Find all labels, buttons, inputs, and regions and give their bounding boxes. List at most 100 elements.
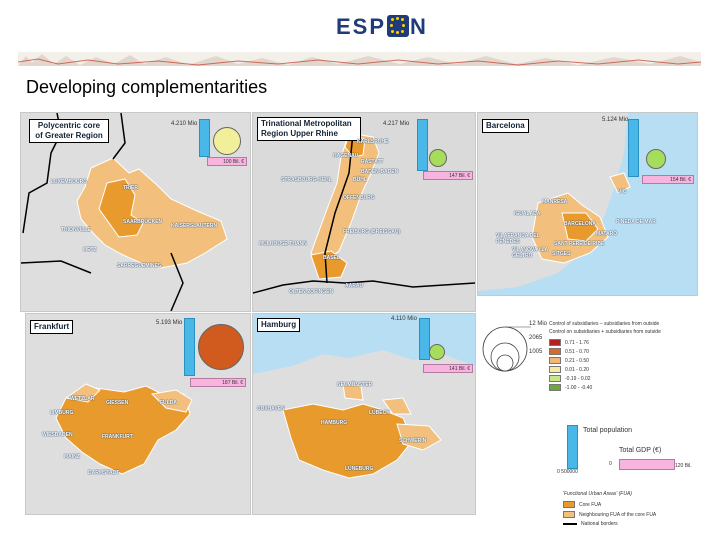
- map-panel-barcelona: Barcelona 5.124 Mio 154 Bil. € VIC MANRE…: [477, 112, 698, 296]
- city-label: BADEN-BADEN: [361, 169, 399, 175]
- population-value: 4.210 Mio: [171, 121, 198, 127]
- city-label: SARREGUEMINES: [117, 263, 162, 269]
- gdp-legend-bar: [619, 459, 675, 470]
- population-bar: [417, 119, 428, 171]
- city-label: LÜNEBURG: [345, 466, 374, 472]
- swatch: [549, 384, 561, 391]
- map-panel-upper-rhine: Trinational Metropolitan Region Upper Rh…: [252, 112, 476, 312]
- city-label: RASTATT: [361, 159, 384, 165]
- gdp-bar: 141 Bil. €: [423, 364, 473, 373]
- city-label: FREIBURG (BREISGAU): [343, 229, 401, 235]
- city-label: HAMBURG: [321, 420, 348, 426]
- city-label: PINEDA DE MAR: [616, 219, 656, 225]
- panel-title: Hamburg: [257, 318, 301, 332]
- city-label: SANT PERE DE RIBE: [554, 241, 605, 247]
- barcelona-map: [478, 113, 631, 291]
- greater-region-map: [21, 113, 228, 311]
- legend-class: -0.19 - 0.02: [549, 375, 591, 382]
- espon-logo: ESP N: [336, 14, 428, 39]
- city-label: GIESSEN: [106, 400, 129, 406]
- city-label: MATARÓ: [596, 231, 618, 237]
- gdp-scale-min: 0: [609, 461, 612, 467]
- swatch: [549, 339, 561, 346]
- population-bar: [199, 119, 210, 157]
- city-label: KARLSRUHE: [357, 139, 389, 145]
- city-label: FULDA: [160, 400, 177, 406]
- scale-label: 2065: [529, 335, 543, 341]
- gdp-circle: [646, 149, 666, 169]
- slide-header: ESP N: [18, 0, 701, 53]
- city-label: MULHOUSE-THANN: [259, 241, 307, 247]
- gdp-circle: [213, 127, 241, 155]
- population-bar: [628, 119, 639, 177]
- fua-title: 'Functional Urban Areas' (FUA): [563, 491, 632, 497]
- fua-core: Core FUA: [563, 501, 601, 508]
- city-label: IGUALADA: [514, 211, 541, 217]
- city-label: LUXEMBOURG: [51, 179, 88, 185]
- map-panel-hamburg: Hamburg 4.110 Mio 141 Bil. € NEUMÜNSTER …: [252, 313, 476, 515]
- frankfurt-map: [55, 383, 193, 475]
- city-label: VILAFRANCA DEL PENEDES: [496, 233, 540, 245]
- city-label: SCHWERIN: [399, 438, 427, 444]
- gdp-circle: [198, 324, 244, 370]
- map-panel-greater-region: Polycentric core of Greater Region 4.210…: [20, 112, 251, 312]
- hamburg-map: [253, 350, 475, 514]
- gdp-scale-max: 120 Bil.: [675, 463, 692, 469]
- city-label: CUXHAVEN: [257, 406, 285, 412]
- gdp-circle: [429, 149, 447, 167]
- city-label: WIESBADEN: [42, 432, 73, 438]
- population-bar: [419, 318, 430, 360]
- city-label: METZ: [83, 247, 97, 253]
- city-label: OLTEN-ZOFINGEN: [289, 289, 334, 295]
- city-label: SITGES: [552, 251, 571, 257]
- legend-heading: Control on subsidiaries + subsidiaries f…: [549, 329, 661, 335]
- swatch: [549, 375, 561, 382]
- city-label: MAINZ: [64, 454, 80, 460]
- legend-class: 0.51 - 0.70: [549, 348, 589, 355]
- population-legend-bar: [567, 425, 578, 469]
- panel-title: Trinational Metropolitan Region Upper Rh…: [257, 117, 361, 141]
- legend-class: -1.00 - -0.40: [549, 384, 592, 391]
- gdp-bar: 187 Bil. €: [190, 378, 246, 387]
- map-legend: 12 Mio 2065 1005 Control of subsidiaries…: [477, 313, 699, 540]
- city-label: KAISERSLAUTERN: [171, 223, 218, 229]
- decorative-stripe: [18, 52, 701, 66]
- population-value: 5.124 Mio: [602, 117, 629, 123]
- legend-class: 0.71 - 1.76: [549, 339, 589, 346]
- population-value: 4.110 Mio: [391, 316, 417, 322]
- swatch: [563, 501, 575, 508]
- city-label: HAGENAU: [333, 153, 359, 159]
- total-gdp-label: Total GDP (€): [619, 447, 662, 454]
- city-label: LÜBECK: [369, 410, 390, 416]
- legend-class: 0.21 - 0.50: [549, 357, 589, 364]
- gdp-bar: 100 Bil. €: [207, 157, 247, 166]
- gdp-bar: 154 Bil. €: [642, 175, 694, 184]
- total-population-label: Total population: [583, 427, 633, 434]
- swatch: [549, 366, 561, 373]
- scale-label: 12 Mio: [529, 321, 548, 327]
- city-label: BASEL: [323, 255, 340, 261]
- swatch: [563, 511, 575, 518]
- population-value: 5.193 Mio: [156, 320, 183, 326]
- gdp-circle: [429, 344, 445, 360]
- map-panel-frankfurt: Frankfurt 5.193 Mio 187 Bil. € WETZLAR G…: [25, 313, 251, 515]
- city-label: LIMBURG: [50, 410, 74, 416]
- city-label: THIONVILLE: [61, 227, 91, 233]
- legend-class: 0.01 - 0.20: [549, 366, 589, 373]
- fua-neighbor: Neighbouring FUA of the core FUA: [563, 511, 656, 518]
- distance-scale: 0 500000: [557, 469, 578, 475]
- city-label: STRASBOURG-KEHL: [281, 177, 332, 183]
- city-label: VIC: [618, 189, 627, 195]
- city-label: DARMSTADT: [88, 470, 120, 476]
- swatch: [549, 357, 561, 364]
- gdp-bar: 147 Bil. €: [423, 171, 473, 180]
- city-label: BARCELONA: [564, 221, 596, 227]
- city-label: WETZLAR: [70, 396, 95, 402]
- borders: National borders: [563, 521, 618, 527]
- city-label: BÜHL: [353, 177, 367, 183]
- city-label: MANRESA: [542, 199, 568, 205]
- city-label: AARAU: [345, 283, 364, 289]
- city-label: TRIER: [123, 185, 138, 191]
- population-value: 4.217 Mio: [383, 121, 410, 127]
- city-label: VILANOVA I LA GELTRU: [512, 247, 548, 259]
